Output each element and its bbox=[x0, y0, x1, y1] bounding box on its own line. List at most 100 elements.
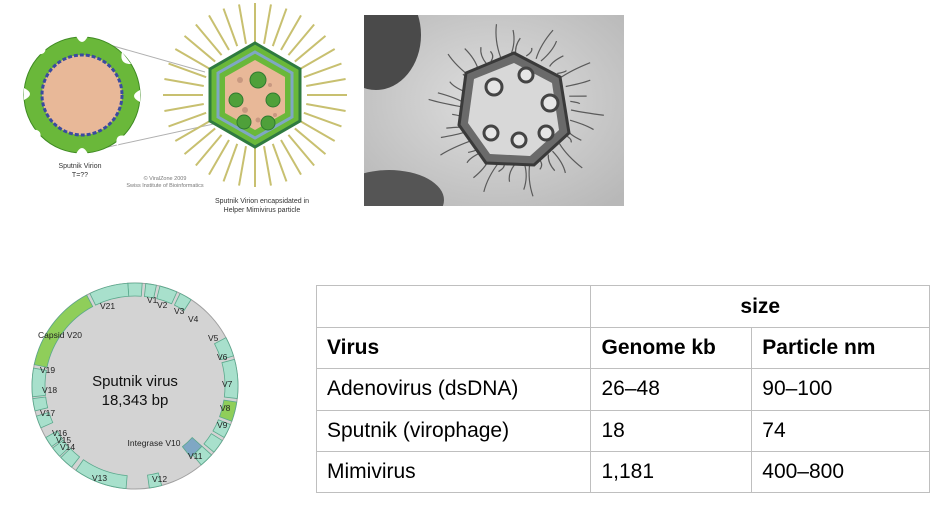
orf-arc bbox=[219, 399, 238, 422]
cell-genome: 18 bbox=[590, 409, 753, 452]
fibre-line bbox=[306, 78, 346, 87]
orf-arc bbox=[75, 459, 128, 490]
mimivirus-particle-icon bbox=[163, 3, 347, 187]
orf-label: V19 bbox=[40, 365, 55, 375]
fibre-line bbox=[552, 150, 566, 174]
fibre-line bbox=[271, 8, 288, 47]
orf-arc bbox=[32, 396, 49, 412]
table-row: Adenovirus (dsDNA) 26–48 90–100 bbox=[315, 368, 930, 411]
electron-micrograph-image bbox=[364, 15, 624, 206]
fibre-line bbox=[495, 24, 502, 58]
fibre-line bbox=[174, 48, 211, 70]
orf-arc bbox=[143, 283, 157, 299]
orf-label: V21 bbox=[100, 301, 115, 311]
orf-arc bbox=[181, 436, 203, 458]
fibre-line bbox=[428, 98, 462, 108]
orf-arc bbox=[36, 411, 54, 429]
fibre-line bbox=[280, 139, 302, 176]
table-row: Mimivirus 1,181 400–800 bbox=[315, 450, 930, 494]
orf-label: V2 bbox=[157, 300, 168, 310]
orf-label: V4 bbox=[188, 314, 199, 324]
orf-label: V17 bbox=[40, 408, 55, 418]
mimivirus-label-line1: Sputnik Virion encapsidated in bbox=[215, 198, 309, 205]
fibre-line bbox=[168, 111, 207, 128]
fibre-line bbox=[294, 35, 327, 63]
orf-arc bbox=[221, 358, 239, 399]
orf-arc bbox=[45, 430, 63, 448]
cell-particle: 90–100 bbox=[751, 368, 930, 411]
orf-arc bbox=[147, 472, 163, 489]
cell-virus: Adenovirus (dsDNA) bbox=[315, 368, 592, 411]
sputnik-label-line2: T=?? bbox=[72, 172, 88, 179]
cell-virus: Sputnik (virophage) bbox=[315, 409, 592, 452]
fibre-line bbox=[565, 79, 591, 88]
fibre-line bbox=[303, 111, 342, 128]
fibre-line bbox=[560, 62, 591, 79]
orf-label: V13 bbox=[92, 473, 107, 483]
table-row: Sputnik (virophage) 18 74 bbox=[315, 409, 930, 452]
genome-title: Sputnik virus bbox=[92, 373, 178, 390]
orf-label: V18 bbox=[42, 385, 57, 395]
orf-arc bbox=[213, 337, 234, 361]
fibre-line bbox=[299, 48, 336, 70]
orf-label: V12 bbox=[152, 474, 167, 484]
fibre-line bbox=[263, 4, 272, 44]
fibre-line bbox=[195, 23, 223, 56]
orf-label: Capsid V20 bbox=[38, 330, 82, 340]
orf-arc bbox=[60, 447, 81, 468]
fibre-line bbox=[294, 127, 327, 155]
fibre-line bbox=[440, 140, 471, 156]
fibre-line bbox=[222, 143, 239, 182]
orf-label: V5 bbox=[208, 333, 219, 343]
column-header-genome: Genome kb bbox=[590, 327, 753, 370]
orf-arc bbox=[89, 282, 130, 306]
fibre-line bbox=[557, 70, 567, 75]
fibre-line bbox=[287, 23, 315, 56]
cell-genome: 1,181 bbox=[590, 450, 753, 494]
column-header-virus: Virus bbox=[315, 327, 592, 370]
fibre-line bbox=[238, 4, 247, 44]
fibre-line bbox=[303, 62, 342, 79]
fibre-line bbox=[164, 103, 204, 112]
table-group-header-row: size bbox=[315, 284, 930, 329]
fibre-line bbox=[489, 50, 494, 62]
fibre-line bbox=[164, 78, 204, 87]
virion-schematic: Sputnik Virion T=?? © ViralZone 2009 Swi… bbox=[23, 3, 347, 214]
sputnik-label-line1: Sputnik Virion bbox=[58, 163, 101, 170]
fibre-line bbox=[183, 35, 216, 63]
fibre-line bbox=[280, 14, 302, 51]
orf-label: V3 bbox=[174, 306, 185, 316]
orf-arc bbox=[212, 419, 232, 439]
genome-length: 18,343 bp bbox=[102, 392, 169, 409]
fibre-line bbox=[523, 164, 527, 190]
fibre-line bbox=[208, 139, 230, 176]
fibre-line bbox=[547, 154, 556, 172]
fibre-line bbox=[195, 134, 223, 167]
orf-arc bbox=[52, 439, 70, 457]
copyright-line1: © ViralZone 2009 bbox=[144, 175, 187, 182]
orf-label: V1 bbox=[147, 295, 158, 305]
fibre-line bbox=[271, 143, 288, 182]
fibre-line bbox=[570, 109, 604, 116]
copyright-line2: Swiss Institute of Bioinformatics bbox=[126, 183, 204, 189]
fibre-line bbox=[558, 143, 583, 169]
fibre-line bbox=[569, 119, 594, 131]
orf-label: V6 bbox=[217, 352, 228, 362]
fibre-line bbox=[437, 92, 462, 102]
size-group-header: size bbox=[590, 284, 930, 329]
fibre-line bbox=[299, 120, 336, 142]
cell-particle: 74 bbox=[751, 409, 930, 452]
fibre-line bbox=[540, 40, 558, 62]
orf-arc bbox=[173, 292, 192, 312]
mimivirus-label-line2: Helper Mimivirus particle bbox=[224, 207, 301, 214]
orf-label: V15 bbox=[56, 435, 71, 445]
cell-virus: Mimivirus bbox=[315, 450, 592, 494]
orf-label: V7 bbox=[222, 379, 233, 389]
fibre-line bbox=[549, 55, 564, 67]
orf-arc bbox=[156, 285, 178, 305]
cell-particle: 400–800 bbox=[751, 450, 930, 494]
fibre-line bbox=[525, 47, 533, 57]
fibre-line bbox=[480, 47, 487, 65]
orf-arc bbox=[127, 282, 143, 297]
fibre-line bbox=[570, 100, 581, 105]
